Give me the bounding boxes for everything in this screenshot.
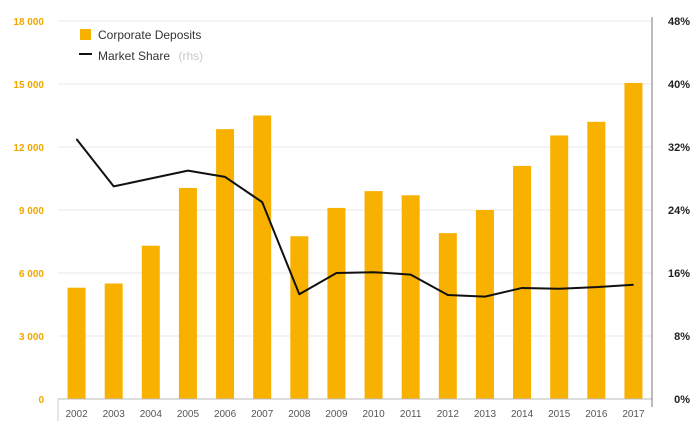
x-tick-label: 2010	[362, 409, 385, 420]
market-share-point-2011	[410, 274, 412, 276]
market-share-point-2016	[595, 286, 597, 288]
market-share-point-2008	[298, 293, 300, 295]
right-tick-label: 32%	[668, 142, 690, 154]
bar-2015	[550, 135, 569, 399]
bar-2014	[513, 165, 532, 399]
right-tick-label: 24%	[668, 205, 690, 217]
x-tick-label: 2014	[511, 409, 534, 420]
left-tick-label: 12 000	[13, 143, 44, 154]
market-share-point-2005	[187, 170, 189, 172]
market-share-point-2014	[521, 287, 523, 289]
x-tick-label: 2009	[325, 409, 348, 420]
left-tick-label: 0	[38, 395, 44, 406]
left-axis-ticks: 0 3 000 6 000 9 000 12 000 15 000 18 000	[13, 17, 44, 406]
market-share-point-2006	[224, 176, 226, 178]
market-share-point-2003	[113, 185, 115, 187]
market-share-point-2002	[76, 138, 78, 140]
bar-2008	[290, 236, 309, 399]
x-axis-ticks: 2002 2003 2004 2005 2006 2007 2008 2009 2010 2011…	[65, 409, 645, 420]
right-tick-label: 40%	[668, 79, 690, 91]
legend-swatch-corporate-deposits	[80, 29, 91, 40]
x-tick-label: 2004	[140, 409, 163, 420]
bar-2009	[327, 207, 346, 399]
legend-label-market-share-suffix: (rhs)	[178, 49, 203, 63]
x-tick-label: 2012	[437, 409, 460, 420]
market-share-point-2017	[632, 284, 634, 286]
market-share-point-2012	[447, 294, 449, 296]
x-tick-label: 2013	[474, 409, 497, 420]
bar-2002	[67, 287, 86, 399]
axes	[57, 17, 653, 421]
legend: Corporate Deposits Market Share (rhs)	[79, 28, 203, 64]
left-tick-label: 6 000	[19, 269, 44, 280]
bar-2010	[364, 191, 383, 399]
line-series	[75, 138, 634, 298]
legend-label-market-share-text: Market Share	[98, 49, 170, 63]
bar-2013	[475, 210, 494, 399]
right-tick-label: 8%	[674, 331, 690, 343]
x-tick-label: 2011	[400, 409, 422, 420]
bar-2011	[401, 195, 420, 399]
market-share-point-2009	[335, 272, 337, 274]
bar-2016	[587, 121, 606, 400]
bar-2007	[253, 115, 272, 399]
bar-series	[67, 82, 643, 400]
left-tick-label: 15 000	[13, 80, 44, 91]
right-axis-ticks: 0% 8% 16% 24% 32% 40% 48%	[668, 16, 690, 406]
bar-2004	[141, 245, 160, 399]
right-tick-label: 16%	[668, 268, 690, 280]
legend-label-corporate-deposits: Corporate Deposits	[98, 28, 201, 42]
market-share-point-2015	[558, 288, 560, 290]
x-tick-label: 2003	[103, 409, 126, 420]
legend-label-market-share: Market Share (rhs)	[98, 47, 203, 64]
bar-2012	[438, 233, 457, 399]
x-tick-label: 2002	[65, 409, 88, 420]
left-tick-label: 3 000	[19, 332, 44, 343]
x-tick-label: 2005	[177, 409, 200, 420]
bar-2017	[624, 82, 643, 399]
market-share-line	[75, 138, 634, 298]
right-tick-label: 48%	[668, 16, 690, 28]
market-share-point-2007	[261, 201, 263, 203]
left-tick-label: 9 000	[19, 206, 44, 217]
bar-2005	[178, 187, 197, 399]
market-share-point-2004	[150, 178, 152, 179]
bar-2003	[104, 283, 123, 399]
x-tick-label: 2017	[622, 409, 645, 420]
x-tick-label: 2006	[214, 409, 237, 420]
left-tick-label: 18 000	[13, 17, 44, 28]
market-share-point-2013	[484, 296, 486, 298]
x-tick-label: 2016	[585, 409, 608, 420]
market-share-point-2010	[373, 271, 375, 273]
x-tick-label: 2007	[251, 409, 274, 420]
x-tick-label: 2008	[288, 409, 311, 420]
x-tick-label: 2015	[548, 409, 571, 420]
right-tick-label: 0%	[674, 394, 690, 406]
bar-2006	[216, 129, 235, 399]
